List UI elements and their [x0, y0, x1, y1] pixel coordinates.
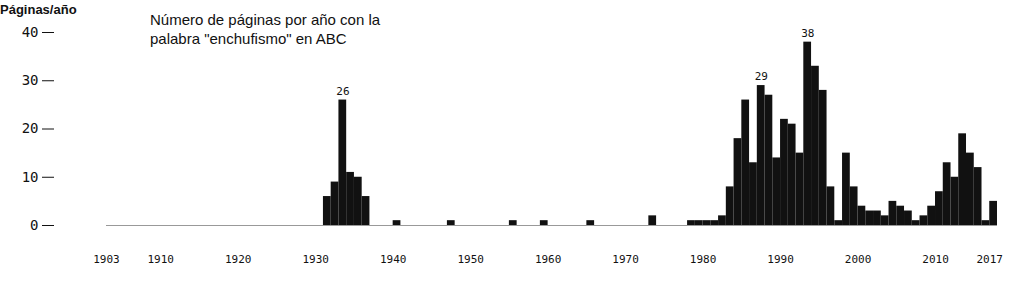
svg-text:1930: 1930: [302, 253, 329, 266]
svg-text:40: 40: [22, 24, 39, 40]
svg-text:1960: 1960: [535, 253, 562, 266]
svg-text:1910: 1910: [147, 253, 174, 266]
html-text:Páginas/año: Páginas/año: [0, 2, 77, 17]
svg-text:38: 38: [801, 27, 814, 40]
svg-text:1980: 1980: [690, 253, 717, 266]
svg-text:1920: 1920: [225, 253, 252, 266]
svg-text:2017: 2017: [977, 253, 1004, 266]
svg-text:26: 26: [336, 85, 349, 98]
html-text:Número de páginas por año con: Número de páginas por año con la palabra…: [150, 11, 381, 47]
svg-text:29: 29: [755, 70, 768, 83]
svg-text:1950: 1950: [457, 253, 484, 266]
svg-text:20: 20: [22, 120, 39, 136]
svg-text:2010: 2010: [922, 253, 949, 266]
svg-text:1903: 1903: [93, 253, 120, 266]
svg-text:10: 10: [22, 169, 39, 185]
svg-text:1940: 1940: [380, 253, 407, 266]
svg-text:1970: 1970: [612, 253, 639, 266]
svg-text:30: 30: [22, 72, 39, 88]
svg-text:0: 0: [30, 217, 38, 233]
svg-text:2000: 2000: [845, 253, 872, 266]
svg-text:1990: 1990: [767, 253, 794, 266]
